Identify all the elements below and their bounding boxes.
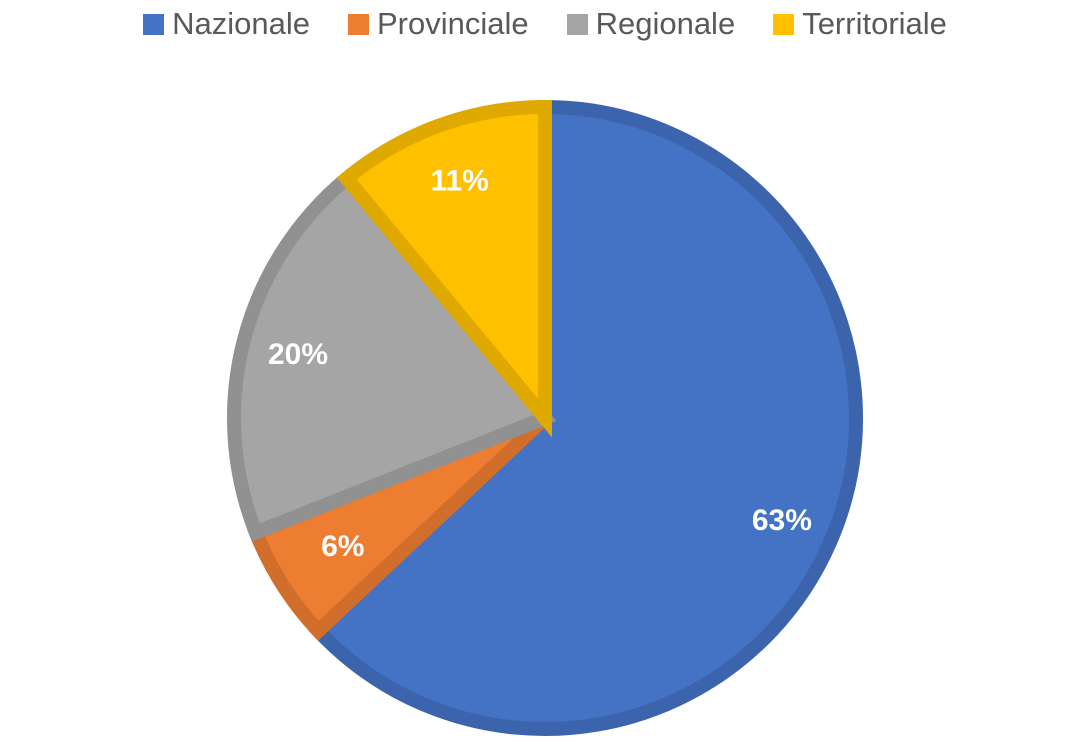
- legend-item-regionale: Regionale: [566, 6, 736, 42]
- legend-label-provinciale: Provinciale: [376, 6, 529, 41]
- pie-data-labels: 63% 6% 20% 11%: [268, 164, 812, 562]
- legend-item-provinciale: Provinciale: [347, 6, 529, 42]
- legend-label-regionale: Regionale: [595, 6, 736, 41]
- legend-swatch-regionale: [566, 13, 588, 35]
- chart-legend: Nazionale Provinciale Regionale Territor…: [0, 4, 1090, 44]
- legend-swatch-territoriale: [773, 13, 795, 35]
- legend-swatch-nazionale: [143, 13, 165, 35]
- pie-slices: [227, 99, 863, 736]
- legend-item-territoriale: Territoriale: [773, 6, 947, 42]
- pie-slice-territoriale: [336, 99, 552, 438]
- legend-item-nazionale: Nazionale: [143, 6, 310, 42]
- pie-slice-nazionale: [308, 99, 863, 736]
- data-label-regionale: 20%: [268, 338, 328, 371]
- legend-label-territoriale: Territoriale: [802, 6, 947, 41]
- data-label-provinciale: 6%: [321, 530, 364, 563]
- data-label-territoriale: 11%: [430, 164, 488, 197]
- data-label-nazionale: 63%: [752, 504, 812, 537]
- legend-swatch-provinciale: [347, 13, 369, 35]
- legend-label-nazionale: Nazionale: [172, 6, 310, 41]
- pie-slice-regionale: [227, 168, 557, 542]
